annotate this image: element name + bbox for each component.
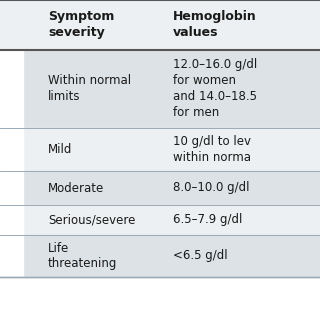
- Bar: [0, 50, 320, 128]
- Bar: [0, 0, 320, 50]
- Bar: [0, 235, 23, 277]
- Text: 10 g/dl to lev
within norma: 10 g/dl to lev within norma: [173, 135, 251, 164]
- Text: Hemoglobin
values: Hemoglobin values: [173, 10, 257, 39]
- Bar: [0, 0, 25, 320]
- Bar: [0, 171, 23, 205]
- Bar: [0, 128, 23, 171]
- Text: <6.5 g/dl: <6.5 g/dl: [173, 250, 228, 262]
- Bar: [0, 128, 320, 171]
- Text: Within normal
limits: Within normal limits: [48, 74, 131, 103]
- Text: 8.0–10.0 g/dl: 8.0–10.0 g/dl: [173, 181, 249, 195]
- Bar: [0, 277, 320, 320]
- Bar: [0, 235, 320, 277]
- Text: Serious/severe: Serious/severe: [48, 213, 135, 227]
- Text: Symptom
severity: Symptom severity: [48, 10, 114, 39]
- Text: Moderate: Moderate: [48, 181, 104, 195]
- Text: Mild: Mild: [48, 143, 72, 156]
- Bar: [0, 171, 320, 205]
- Bar: [0, 205, 320, 235]
- Bar: [0, 50, 23, 128]
- Bar: [0, 205, 23, 235]
- Text: Life
threatening: Life threatening: [48, 242, 117, 270]
- Text: 6.5–7.9 g/dl: 6.5–7.9 g/dl: [173, 213, 242, 227]
- Text: 12.0–16.0 g/dl
for women
and 14.0–18.5
for men: 12.0–16.0 g/dl for women and 14.0–18.5 f…: [173, 58, 257, 119]
